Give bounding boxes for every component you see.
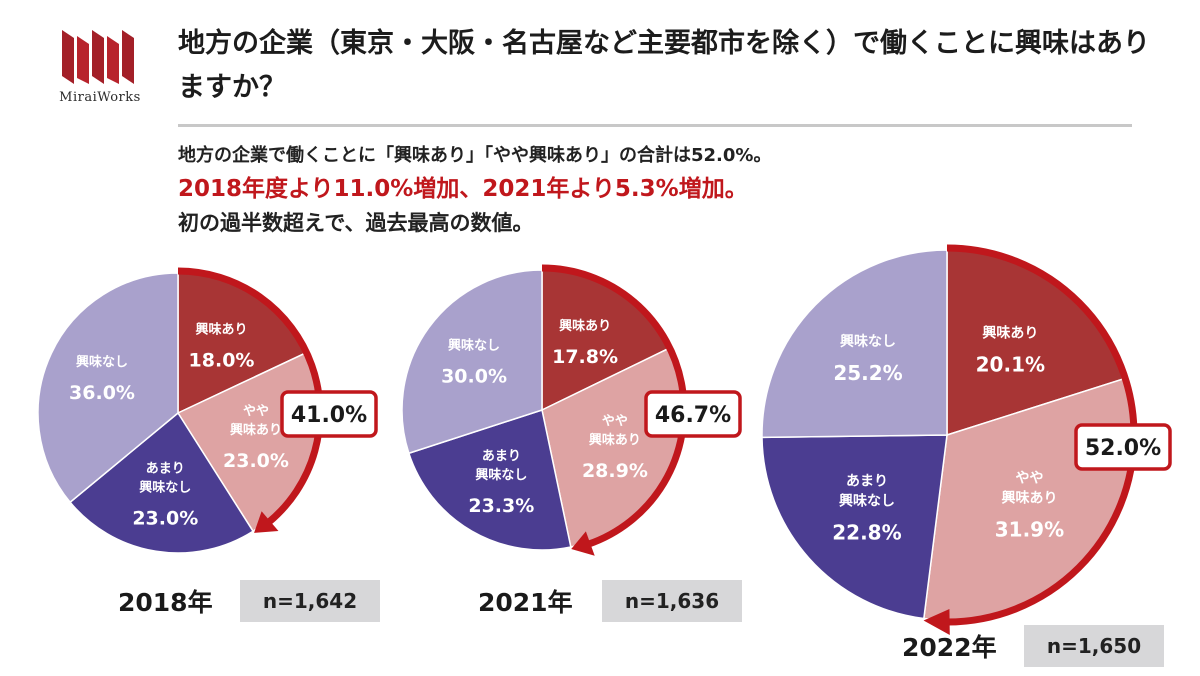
summary-line-1: 地方の企業で働くことに「興味あり」「やや興味あり」の合計は52.0%。 <box>178 145 772 166</box>
combined-callout-value-2022: 52.0% <box>1085 436 1161 461</box>
pie-chart-2021: 興味あり17.8%やや興味あり28.9%あまり興味なし23.3%興味なし30.0… <box>401 264 742 556</box>
title-divider <box>178 124 1132 127</box>
slice-label-not-very-interested-2018: あまり <box>146 462 185 477</box>
slice-label-not-very-interested-2021: あまり <box>482 449 521 464</box>
slice-label-not-very-interested-2021: 興味なし <box>475 467 527 483</box>
summary-line-2: 2018年度より11.0%増加、2021年より5.3%増加。 <box>178 176 748 202</box>
summary-block: 地方の企業で働くことに「興味あり」「やや興味あり」の合計は52.0%。 2018… <box>178 140 771 240</box>
combined-arrowhead-icon-2021 <box>571 531 595 556</box>
pie-slice-not-interested-2021 <box>401 269 543 455</box>
slice-label-not-very-interested-2022: 興味なし <box>839 493 895 509</box>
sample-size-2021: n=1,636 <box>602 580 742 622</box>
logo-wordmark: MiraiWorks <box>59 90 141 105</box>
combined-arrowhead-icon-2022 <box>923 608 950 635</box>
slice-label-somewhat-interested-2018: やや <box>243 404 269 419</box>
slice-label-not-interested-2018: 興味なし <box>76 354 128 370</box>
pie-slice-not-very-interested-2021 <box>407 409 572 551</box>
slice-label-not-very-interested-2018: 興味なし <box>139 480 191 496</box>
pie-chart-2018: 興味あり18.0%やや興味あり23.0%あまり興味なし23.0%興味なし36.0… <box>37 267 378 554</box>
summary-line-3: 初の過半数超えで、過去最高の数値。 <box>178 211 534 235</box>
slice-label-not-very-interested-2022: あまり <box>846 473 888 489</box>
slice-value-somewhat-interested-2022: 31.9% <box>995 518 1064 542</box>
slice-label-somewhat-interested-2022: 興味あり <box>1001 491 1057 507</box>
combined-callout-box-2021 <box>644 390 742 438</box>
slice-label-interested-2021: 興味あり <box>559 318 611 334</box>
slice-value-interested-2022: 20.1% <box>976 352 1045 376</box>
page-title: 地方の企業（東京・大阪・名古屋など主要都市を除く）で働くことに興味はありますか？ <box>178 28 1150 103</box>
slice-value-somewhat-interested-2018: 23.0% <box>223 450 289 472</box>
slice-label-somewhat-interested-2022: やや <box>1015 471 1043 487</box>
slice-label-interested-2018: 興味あり <box>196 321 248 337</box>
combined-callout-box-2022 <box>1074 423 1172 471</box>
slice-label-somewhat-interested-2021: やや <box>602 414 628 429</box>
year-label-2022: 2022年 <box>902 633 997 662</box>
pie-slice-not-interested-2022 <box>761 249 948 439</box>
slice-value-not-very-interested-2018: 23.0% <box>132 508 198 530</box>
combined-callout-value-2018: 41.0% <box>291 403 367 428</box>
year-label-2021: 2021年 <box>478 588 573 617</box>
slice-label-not-interested-2021: 興味なし <box>448 338 500 354</box>
combined-arc-2021 <box>541 264 688 548</box>
sample-size-2022: n=1,650 <box>1024 625 1164 667</box>
combined-callout-value-2021: 46.7% <box>655 403 731 428</box>
logo-mark-icon <box>62 30 134 84</box>
pie-slice-not-very-interested-2018 <box>69 411 255 554</box>
combined-callout-box-2018 <box>280 390 378 438</box>
slice-label-somewhat-interested-2018: 興味あり <box>230 422 282 438</box>
slice-value-somewhat-interested-2021: 28.9% <box>582 460 648 482</box>
slice-label-not-interested-2022: 興味なし <box>840 334 896 350</box>
slice-value-interested-2018: 18.0% <box>189 349 255 371</box>
pie-chart-2022: 興味あり20.1%やや興味あり31.9%あまり興味なし22.8%興味なし25.2… <box>761 244 1172 635</box>
slice-value-not-interested-2021: 30.0% <box>441 366 507 388</box>
combined-arc-2018 <box>177 267 324 526</box>
slice-value-not-interested-2018: 36.0% <box>69 382 135 404</box>
combined-arrowhead-icon-2018 <box>254 511 279 533</box>
year-label-2018: 2018年 <box>118 588 213 617</box>
sample-size-2018: n=1,642 <box>240 580 380 622</box>
slice-value-not-very-interested-2022: 22.8% <box>832 520 901 544</box>
slice-label-somewhat-interested-2021: 興味あり <box>589 432 641 448</box>
mirai-works-logo: MiraiWorks <box>40 28 160 118</box>
slice-value-not-interested-2022: 25.2% <box>833 361 902 385</box>
pie-slice-not-very-interested-2022 <box>761 434 948 620</box>
slice-value-interested-2021: 17.8% <box>552 346 618 368</box>
slice-value-not-very-interested-2021: 23.3% <box>468 495 534 517</box>
slice-label-interested-2022: 興味あり <box>982 325 1038 341</box>
pie-slice-not-interested-2018 <box>37 272 179 504</box>
